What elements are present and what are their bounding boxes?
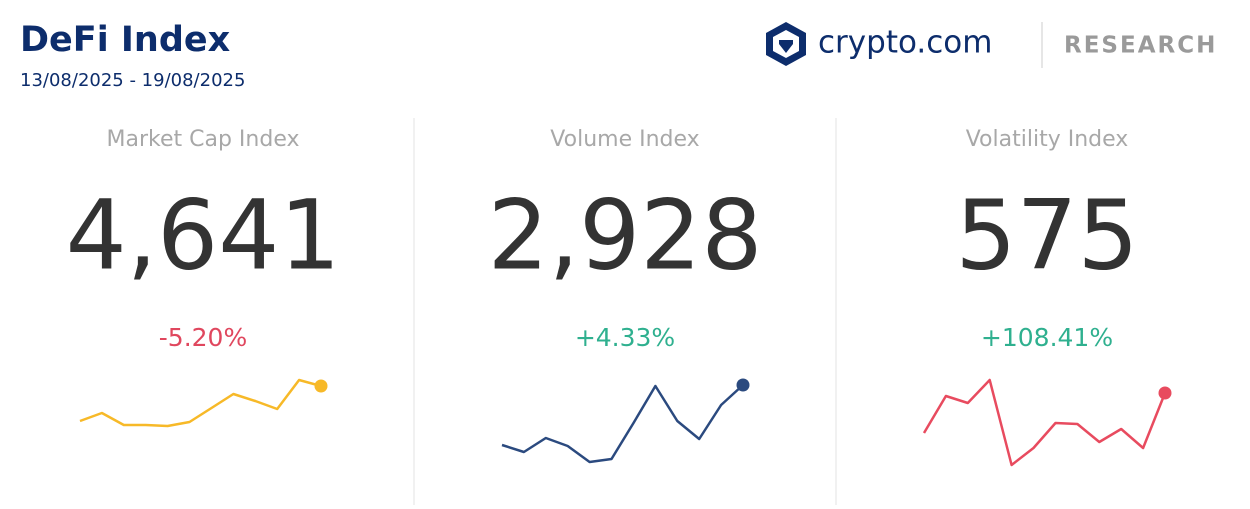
sparkline (922, 378, 1167, 467)
index-value: 2,928 (488, 179, 763, 291)
index-change: -5.20% (159, 323, 247, 352)
sparkline (501, 384, 744, 464)
index-value: 575 (955, 179, 1138, 291)
index-change: +4.33% (575, 323, 675, 352)
last-point (1158, 386, 1172, 400)
date-range: 13/08/2025 - 19/08/2025 (20, 70, 245, 91)
panel-title: Volume Index (550, 127, 699, 152)
last-point (736, 378, 750, 392)
last-point (314, 379, 328, 393)
sparkline (79, 378, 322, 428)
logo-icon (766, 22, 806, 66)
index-value: 4,641 (66, 179, 341, 291)
title: DeFi Index (20, 20, 231, 60)
brand: crypto.com (818, 25, 992, 61)
section-label: RESEARCH (1064, 33, 1217, 59)
index-change: +108.41% (981, 323, 1113, 352)
panel-title: Volatility Index (966, 127, 1129, 152)
panel-title: Market Cap Index (107, 127, 300, 152)
